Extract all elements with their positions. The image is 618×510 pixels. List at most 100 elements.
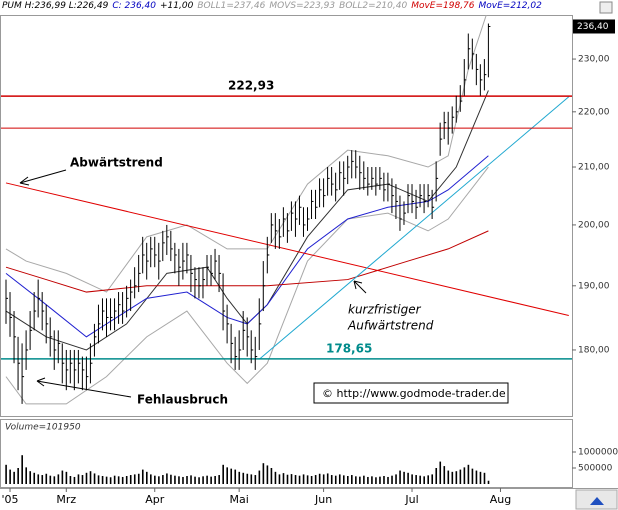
volume-bar: [258, 470, 261, 484]
volume-bar: [17, 468, 19, 484]
volume-bar: [85, 472, 88, 484]
volume-bar: [363, 475, 365, 484]
volume-bar: [278, 474, 281, 484]
volume-bar: [53, 476, 56, 484]
volume-bar: [282, 473, 285, 484]
volume-bar: [230, 468, 233, 484]
volume-bar: [387, 476, 389, 484]
line-label: 178,65: [326, 341, 372, 355]
y-tick-label: 180,00: [578, 345, 610, 355]
volume-bar: [475, 470, 478, 484]
last-price-label: 236,40: [577, 22, 609, 32]
volume-bar: [210, 476, 212, 484]
x-tick-label: Aug: [490, 493, 511, 506]
arrow: [36, 380, 132, 398]
volume-bar: [435, 468, 438, 484]
volume-bar: [21, 455, 23, 484]
volume-bar: [383, 476, 385, 484]
volume-frame: [0, 419, 573, 488]
volume-bar: [483, 472, 486, 484]
header-item: MovE=198,76: [411, 1, 475, 11]
volume-bar: [206, 475, 208, 484]
volume-bar: [45, 473, 48, 484]
volume-bar: [367, 476, 369, 484]
header-item: BOLL1=237,46: [197, 1, 266, 11]
volume-bar: [109, 477, 112, 484]
volume-bar: [162, 475, 164, 484]
volume-bar: [270, 468, 273, 484]
volume-bar: [178, 476, 180, 484]
volume-bar: [214, 476, 216, 484]
volume-bar: [395, 474, 397, 484]
volume-bar: [89, 471, 92, 484]
volume-bar: [166, 473, 168, 484]
volume-bar: [37, 474, 40, 484]
volume-bar: [41, 475, 44, 484]
volume-bar: [77, 474, 80, 484]
volume-bar: [403, 471, 405, 484]
volume-bar: [322, 474, 325, 484]
volume-bar: [234, 469, 237, 484]
volume-bar: [49, 475, 52, 484]
volume-bar: [399, 470, 401, 484]
volume-bar: [222, 464, 224, 484]
watermark-box: [313, 382, 509, 404]
volume-bar: [113, 475, 116, 484]
arrow-head: [19, 176, 30, 186]
volume-bar: [117, 476, 120, 484]
volume-bar: [133, 474, 136, 484]
volume-bar: [302, 474, 305, 484]
volume-bar: [338, 474, 341, 484]
volume-bar: [238, 471, 241, 484]
header-item: MovE=212,02: [478, 1, 542, 11]
y-tick-label: 500000: [578, 464, 613, 474]
volume-bar: [93, 473, 96, 484]
volume-bar: [431, 474, 434, 484]
volume-bar: [294, 475, 297, 484]
volume-bar: [226, 467, 228, 484]
volume-bar: [146, 471, 148, 484]
volume-bar: [355, 476, 357, 484]
watermark: © http://www.godmode-trader.de: [322, 387, 506, 400]
volume-bar: [218, 475, 220, 484]
header-item: BOLL2=210,40: [339, 1, 408, 11]
volume-bar: [81, 475, 84, 484]
corner-button[interactable]: [599, 1, 613, 14]
volume-bar: [61, 470, 64, 484]
volume-bar: [65, 471, 68, 484]
price-plot: [1, 15, 572, 405]
x-tick-label: Jun: [314, 493, 332, 506]
volume-bar: [407, 472, 409, 484]
volume-bar: [455, 471, 458, 484]
trend-line: [258, 96, 570, 360]
volume-bar: [154, 475, 156, 484]
volume-bar: [194, 476, 196, 484]
volume-bar: [242, 472, 245, 484]
volume-bar: [479, 471, 482, 484]
volume-bar: [447, 470, 450, 484]
arrow: [19, 169, 67, 184]
volume-bar: [170, 474, 172, 484]
volume-bar: [25, 467, 27, 484]
volume-bar: [463, 467, 466, 484]
volume-bar: [391, 475, 393, 484]
volume-bar: [371, 476, 373, 484]
x-tick-label: Mai: [230, 493, 249, 506]
volume-bar: [274, 471, 277, 484]
volume-bar: [306, 475, 309, 484]
volume-bar: [467, 464, 470, 484]
volume-bar: [290, 474, 293, 484]
y-tick-label: 200,00: [578, 220, 610, 230]
volume-bar: [186, 476, 188, 484]
volume-bar: [351, 475, 353, 484]
price-frame: [0, 15, 573, 417]
volume-bar: [129, 475, 132, 484]
volume-bar: [202, 476, 204, 484]
volume-bar: [5, 464, 7, 484]
volume-title: Volume=101950: [5, 423, 81, 433]
annotation: Abwärtstrend: [70, 156, 163, 170]
volume-bar: [310, 476, 313, 484]
